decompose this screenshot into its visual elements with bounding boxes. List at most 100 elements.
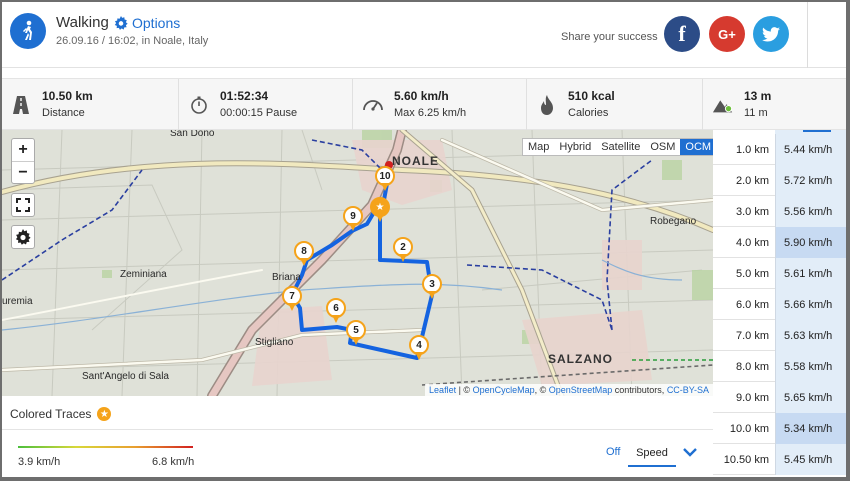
- route-marker[interactable]: 5: [345, 320, 367, 348]
- table-row[interactable]: 7.0 km 5.63 km/h: [713, 320, 846, 351]
- stat-label: 00:00:15 Pause: [220, 107, 298, 119]
- marker-tip: [288, 303, 296, 311]
- table-row[interactable]: 1.0 km 5.44 km/h: [713, 134, 846, 165]
- stat-divider: [352, 79, 353, 131]
- marker-tip: [399, 254, 407, 262]
- googleplus-icon: G+: [718, 26, 736, 42]
- place-label: uremia: [2, 296, 33, 307]
- map-tiles: [2, 130, 713, 396]
- activity-subtitle: 26.09.16 / 16:02, in Noale, Italy: [56, 35, 209, 47]
- table-row[interactable]: 10.0 km 5.34 km/h: [713, 413, 846, 444]
- stat-value: 510 kcal: [568, 89, 615, 103]
- options-button[interactable]: Options: [114, 15, 180, 31]
- layer-map-button[interactable]: Map: [528, 141, 550, 153]
- layer-satellite-button[interactable]: Satellite: [601, 141, 641, 153]
- stat-value: 01:52:34: [220, 89, 269, 103]
- speedometer-icon: [362, 94, 384, 116]
- split-speed: 5.44 km/h: [775, 134, 846, 165]
- place-label: SALZANO: [548, 352, 613, 366]
- route-map[interactable]: San Dono NOALE Robegano Zeminiana Briana…: [2, 130, 713, 396]
- license-link[interactable]: CC-BY-SA: [666, 385, 709, 395]
- zoom-in-button[interactable]: +: [18, 141, 28, 158]
- road-icon: [10, 94, 32, 116]
- map-settings-button[interactable]: [11, 225, 35, 249]
- start-finish-marker[interactable]: ★: [369, 197, 391, 225]
- attribution-text: | ©: [456, 385, 473, 395]
- map-attribution: Leaflet | © OpenCycleMap, © OpenStreetMa…: [425, 384, 713, 396]
- star-icon: ★: [97, 407, 112, 421]
- table-row[interactable]: 9.0 km 5.65 km/h: [713, 382, 846, 413]
- route-marker[interactable]: 6: [325, 298, 347, 326]
- openstreetmap-link[interactable]: OpenStreetMap: [548, 385, 613, 395]
- trace-mode-select[interactable]: Speed: [628, 441, 676, 467]
- split-speed: 5.61 km/h: [775, 258, 846, 289]
- marker-tip: [376, 214, 384, 222]
- split-speed: 5.45 km/h: [775, 444, 846, 475]
- traces-off-button[interactable]: Off: [606, 446, 621, 458]
- table-row[interactable]: 10.50 km 5.45 km/h: [713, 444, 846, 475]
- stat-distance: 10.50 km Distance: [2, 79, 178, 131]
- googleplus-share-button[interactable]: G+: [709, 16, 745, 52]
- stat-label: 11 m: [744, 107, 768, 119]
- route-marker[interactable]: 2: [392, 237, 414, 265]
- twitter-bird-icon: [762, 26, 780, 42]
- split-distance: 5.0 km: [735, 267, 769, 280]
- fullscreen-icon: [16, 198, 30, 212]
- divider: [2, 429, 713, 430]
- stats-bar: 10.50 km Distance 01:52:34 00:00:15 Paus…: [2, 78, 846, 131]
- chevron-down-icon[interactable]: [683, 444, 697, 462]
- attribution-text: contributors,: [612, 385, 667, 395]
- layer-hybrid-button[interactable]: Hybrid: [559, 141, 592, 153]
- route-marker[interactable]: 7: [281, 286, 303, 314]
- options-label: Options: [132, 15, 181, 31]
- table-row[interactable]: 2.0 km 5.72 km/h: [713, 165, 846, 196]
- stat-value: 10.50 km: [42, 89, 93, 103]
- colored-traces-header: Colored Traces ★: [10, 407, 112, 421]
- marker-tip: [332, 315, 340, 323]
- leaflet-link[interactable]: Leaflet: [429, 385, 457, 395]
- place-label: San Dono: [170, 130, 215, 139]
- table-row[interactable]: 5.0 km 5.61 km/h: [713, 258, 846, 289]
- stopwatch-icon: [188, 94, 210, 116]
- stat-elevation: 13 m 11 m: [704, 79, 846, 131]
- place-label: Stigliano: [255, 337, 294, 348]
- gradient-min-label: 3.9 km/h: [18, 456, 61, 468]
- fullscreen-button[interactable]: [11, 193, 35, 217]
- split-speed: 5.34 km/h: [775, 413, 846, 444]
- marker-tip: [428, 291, 436, 299]
- route-marker[interactable]: 10: [374, 166, 396, 194]
- route-marker[interactable]: 8: [293, 241, 315, 269]
- share-label: Share your success: [561, 31, 658, 43]
- split-distance: 6.0 km: [735, 298, 769, 311]
- route-marker[interactable]: 4: [408, 335, 430, 363]
- layer-osm-button[interactable]: OSM: [650, 141, 676, 153]
- splits-table: 1.0 km 5.44 km/h 2.0 km 5.72 km/h 3.0 km 5.…: [713, 130, 846, 477]
- place-label: Sant'Angelo di Sala: [82, 371, 169, 382]
- split-speed: 5.63 km/h: [775, 320, 846, 351]
- facebook-share-button[interactable]: f: [664, 16, 700, 52]
- stat-label: Max 6.25 km/h: [394, 107, 467, 119]
- activity-title: Walking: [56, 14, 109, 31]
- split-distance: 8.0 km: [735, 360, 769, 373]
- table-row[interactable]: 8.0 km 5.58 km/h: [713, 351, 846, 382]
- split-distance: 9.0 km: [735, 391, 769, 404]
- opencyclemap-link[interactable]: OpenCycleMap: [472, 385, 535, 395]
- twitter-share-button[interactable]: [753, 16, 789, 52]
- zoom-out-button[interactable]: −: [12, 161, 34, 183]
- table-row[interactable]: 4.0 km 5.90 km/h: [713, 227, 846, 258]
- split-speed: 5.66 km/h: [775, 289, 846, 320]
- layer-ocm-button[interactable]: OCM: [680, 139, 713, 155]
- stat-label: Calories: [568, 107, 609, 119]
- split-distance: 3.0 km: [735, 205, 769, 218]
- stat-divider: [702, 79, 703, 131]
- split-distance: 10.0 km: [729, 422, 769, 435]
- stat-duration: 01:52:34 00:00:15 Pause: [180, 79, 352, 131]
- marker-tip: [381, 183, 389, 191]
- stat-label: Distance: [42, 107, 85, 119]
- route-marker[interactable]: 3: [421, 274, 443, 302]
- table-row[interactable]: 3.0 km 5.56 km/h: [713, 196, 846, 227]
- stat-speed: 5.60 km/h Max 6.25 km/h: [354, 79, 526, 131]
- table-row[interactable]: 6.0 km 5.66 km/h: [713, 289, 846, 320]
- route-marker[interactable]: 9: [342, 206, 364, 234]
